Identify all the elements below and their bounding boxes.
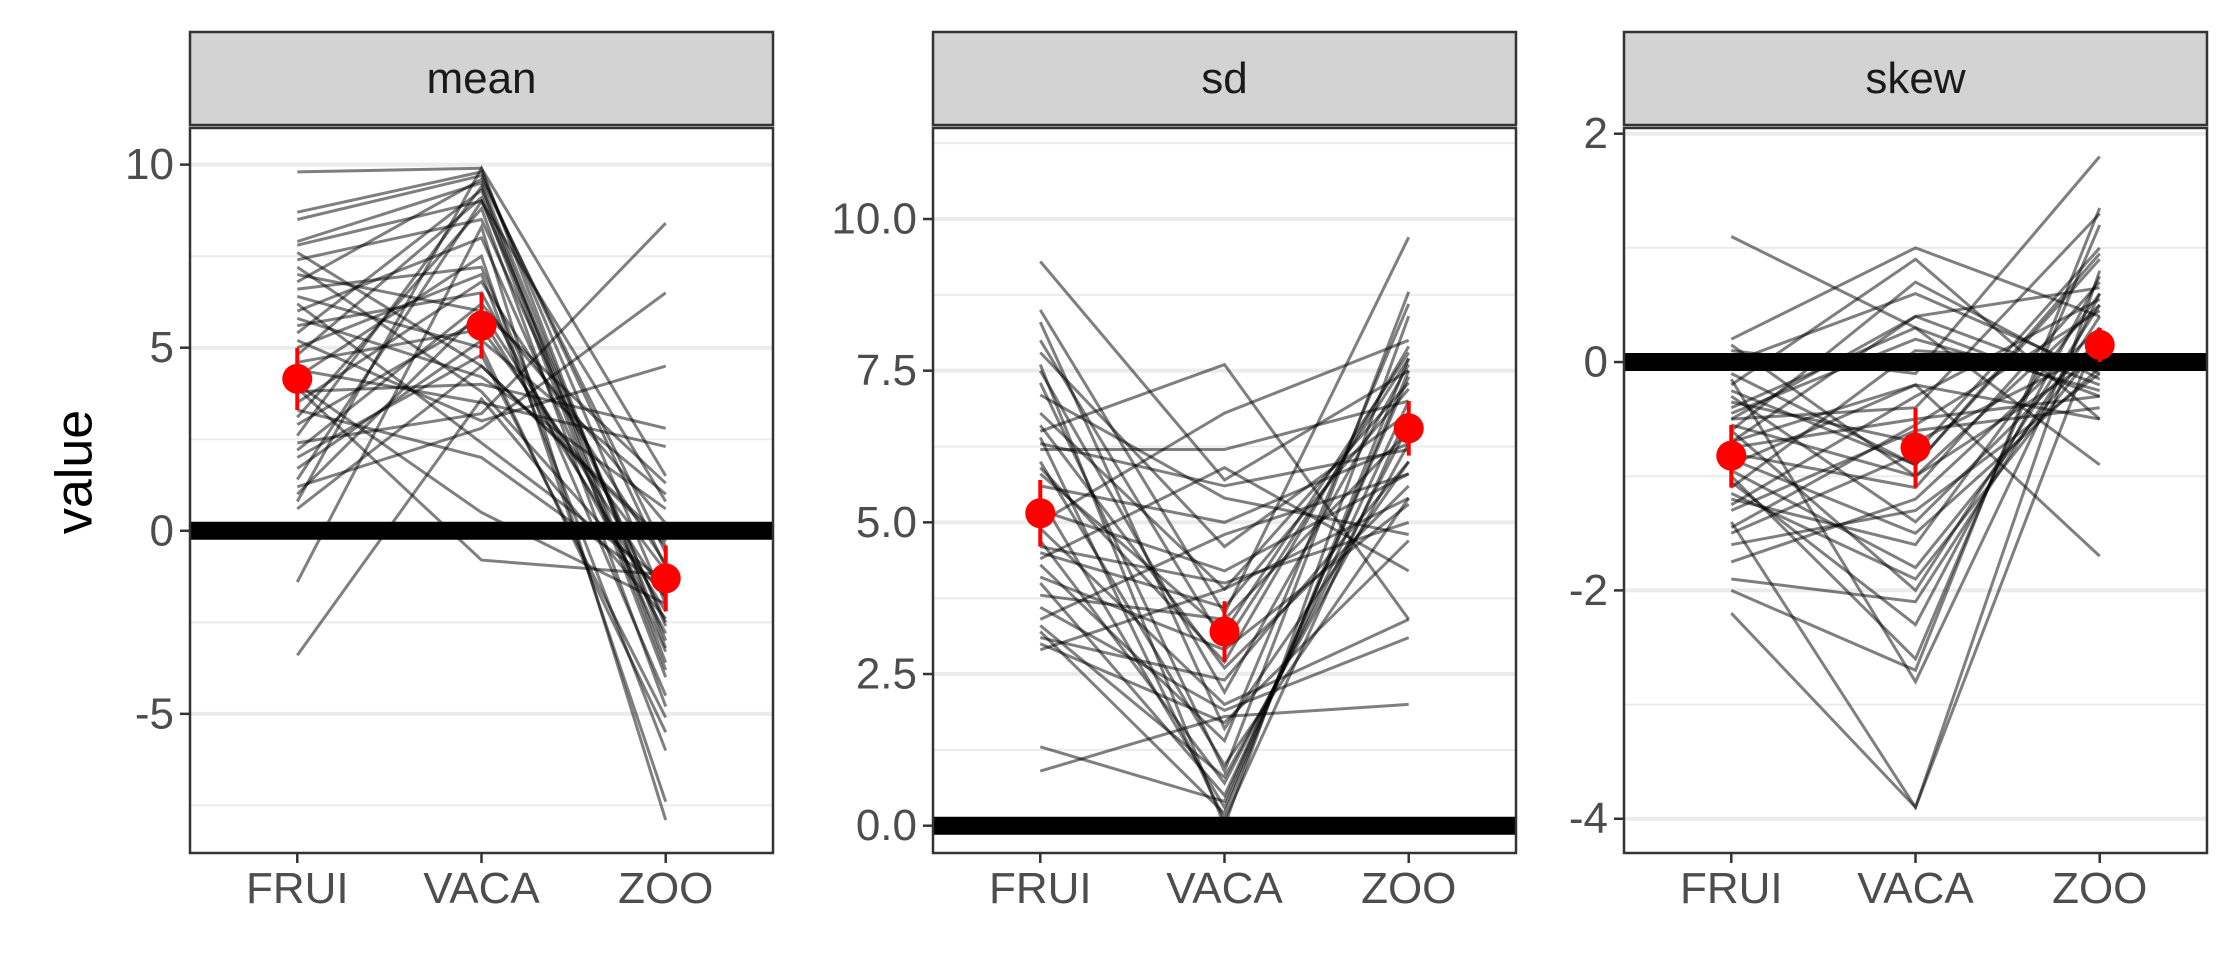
data-line-20 <box>1039 527 1410 707</box>
x-tick-label: ZOO <box>2052 864 2147 913</box>
data-line-29 <box>1039 472 1410 621</box>
data-line-21 <box>1731 315 2101 604</box>
data-line-35 <box>1039 702 1409 773</box>
facet-title: mean <box>426 54 536 103</box>
data-line-11 <box>297 265 668 697</box>
mean-point <box>466 310 497 341</box>
data-line-30 <box>1039 357 1411 817</box>
y-tick-label: 10.0 <box>831 195 917 244</box>
x-tick-label: ZOO <box>618 864 713 913</box>
panel-skew: skew -4 -2 0 2 FRUI VACA ZOO <box>1569 30 2209 913</box>
data-line-28 <box>296 205 668 708</box>
data-line-28 <box>1039 605 1410 713</box>
data-line-40 <box>295 222 668 821</box>
plot-background <box>190 128 773 853</box>
data-line-18 <box>296 339 667 423</box>
y-tick-label: 2 <box>1584 109 1608 158</box>
data-line-39 <box>1730 343 2101 581</box>
y-tick-label: 5 <box>150 323 174 372</box>
x-tick-label: FRUI <box>1680 864 1783 913</box>
mean-point <box>1900 432 1931 463</box>
data-line-40 <box>1039 442 1411 780</box>
data-line-38 <box>1040 520 1410 585</box>
data-line-32 <box>1730 297 2101 507</box>
mean-point <box>2084 329 2115 360</box>
data-line-26 <box>296 279 667 565</box>
data-line-35 <box>1730 275 2102 627</box>
data-line-2 <box>1730 246 2101 341</box>
facet-strip <box>1622 30 2209 127</box>
x-tick-label: ZOO <box>1361 864 1456 913</box>
data-line-40 <box>1730 286 2100 421</box>
y-tick-label: 7.5 <box>856 346 917 395</box>
y-tick-label: 2.5 <box>856 650 917 699</box>
data-line-26 <box>1730 338 2101 570</box>
data-line-13 <box>1040 399 1410 451</box>
mean-point <box>1209 616 1240 647</box>
data-line-38 <box>1730 383 2100 444</box>
data-line-6 <box>1038 363 1411 696</box>
data-line-41 <box>296 396 667 657</box>
mean-point <box>650 563 681 594</box>
y-tick-label: 0 <box>1584 338 1608 387</box>
data-line-16 <box>1040 442 1410 524</box>
data-line-22 <box>1730 270 2102 811</box>
data-line-3 <box>296 173 668 569</box>
x-tick-label: VACA <box>423 864 540 913</box>
y-tick-label: -4 <box>1569 794 1608 843</box>
y-axis-title: value <box>46 410 104 534</box>
data-line-19 <box>1039 338 1410 524</box>
mean-point <box>282 363 313 394</box>
plot-background <box>933 128 1516 853</box>
y-tick-label: -2 <box>1569 566 1608 615</box>
series-lines <box>1038 236 1411 830</box>
data-line-36 <box>296 291 667 489</box>
panel-sd: sd 0.0 2.5 5.0 7.5 10.0 FRUI VACA ZOO <box>831 30 1518 913</box>
data-line-34 <box>1730 280 2101 432</box>
mean-point <box>1025 498 1056 529</box>
data-line-20 <box>1731 372 2101 547</box>
data-line-14 <box>1039 460 1410 768</box>
y-tick-label: 0.0 <box>856 801 917 850</box>
panel-mean: mean -5 0 5 10 FRUI VACA ZOO <box>125 30 775 913</box>
x-tick-label: FRUI <box>246 864 349 913</box>
data-line-22 <box>297 368 667 449</box>
data-line-20 <box>296 195 668 678</box>
panels: mean -5 0 5 10 FRUI VACA ZOO sd 0.0 2.5 5.0 7.5 10.0 F… <box>125 30 2209 913</box>
data-line-34 <box>1039 376 1411 804</box>
series-lines <box>1730 155 2102 811</box>
data-line-8 <box>1039 393 1409 536</box>
plot-background <box>1624 128 2207 853</box>
facet-strip <box>188 30 775 127</box>
y-tick-label: 5.0 <box>856 498 917 547</box>
x-tick-label: FRUI <box>989 864 1092 913</box>
y-tick-label: 0 <box>150 506 174 555</box>
facet-title: skew <box>1865 54 1965 103</box>
x-tick-label: VACA <box>1166 864 1283 913</box>
data-line-38 <box>295 164 668 649</box>
data-line-28 <box>1730 326 2101 564</box>
data-line-16 <box>1730 292 2101 547</box>
series-lines <box>295 164 668 821</box>
y-tick-label: -5 <box>135 689 174 738</box>
data-line-19 <box>296 272 668 752</box>
facet-title: sd <box>1201 54 1247 103</box>
data-line-33 <box>1039 496 1410 652</box>
x-tick-label: VACA <box>1857 864 1974 913</box>
data-line-42 <box>296 386 666 577</box>
facet-strip <box>931 30 1518 127</box>
data-line-39 <box>1039 345 1410 665</box>
mean-point <box>1393 413 1424 444</box>
data-line-31 <box>1039 460 1410 682</box>
mean-point <box>1716 440 1747 471</box>
data-line-32 <box>1039 539 1410 725</box>
data-line-37 <box>1039 442 1409 488</box>
data-line-5 <box>1039 351 1410 549</box>
data-line-10 <box>296 177 668 554</box>
y-tick-label: 10 <box>125 140 174 189</box>
data-line-1 <box>1039 260 1410 482</box>
